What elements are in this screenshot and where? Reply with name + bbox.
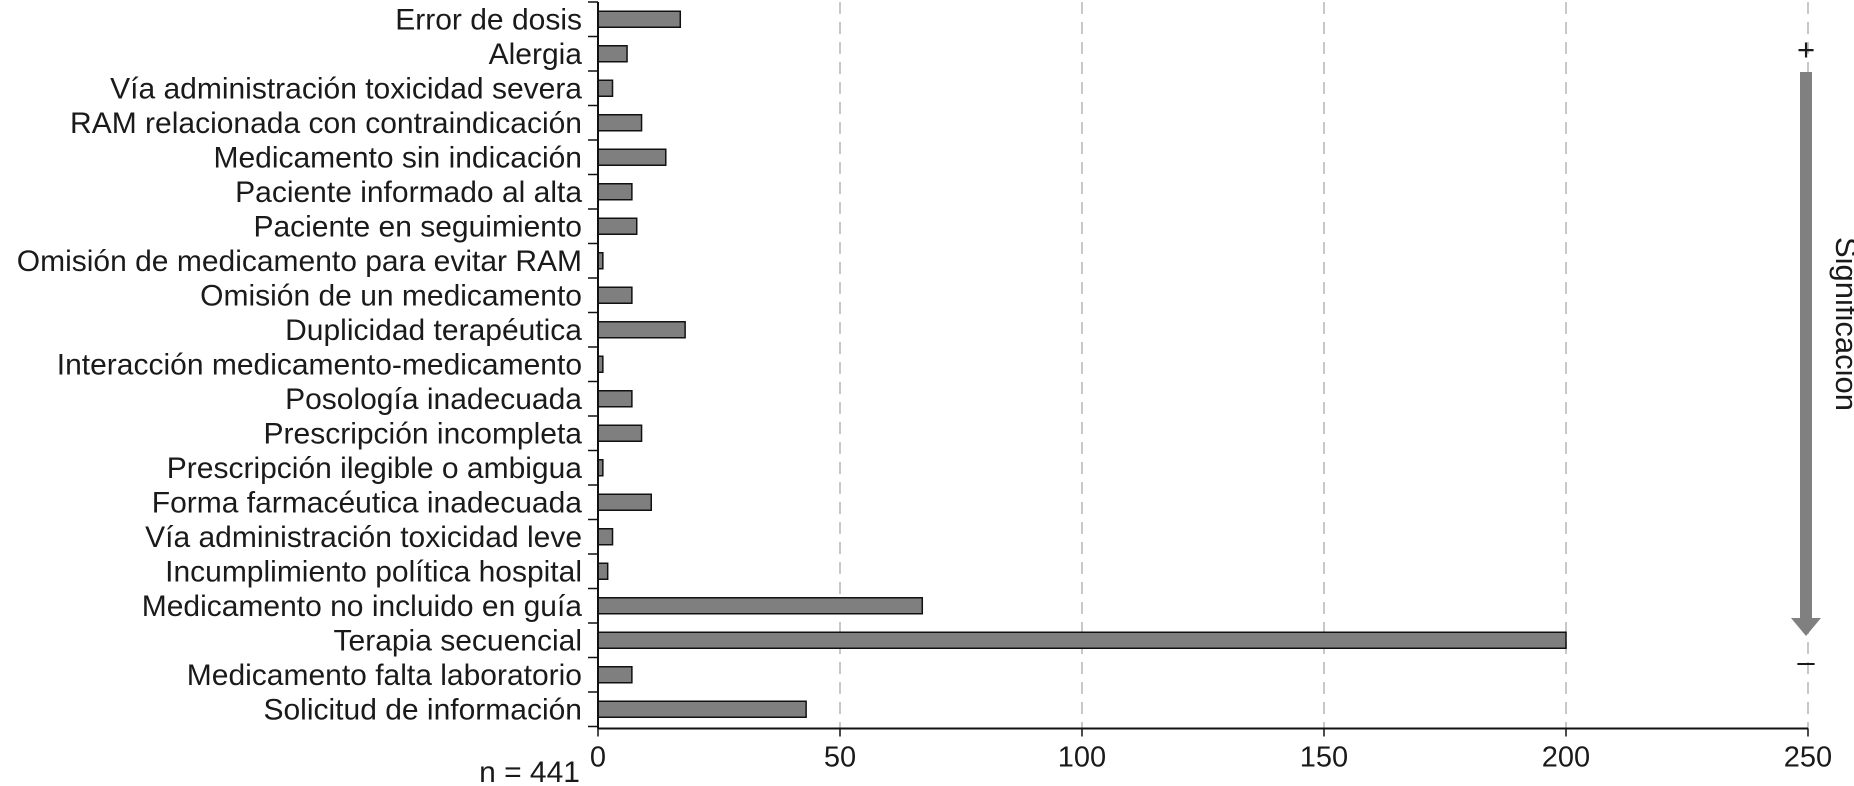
bar — [597, 114, 643, 132]
category-label: Omisión de medicamento para evitar RAM — [17, 245, 582, 278]
category-label: Duplicidad terapéutica — [285, 314, 582, 347]
x-tick-label: 150 — [1300, 742, 1348, 774]
category-label: Incumplimiento política hospital — [165, 555, 582, 588]
category-label: Paciente informado al alta — [235, 176, 582, 209]
category-label: Alergia — [489, 38, 583, 71]
category-label: Vía administración toxicidad leve — [145, 521, 582, 554]
bar — [597, 321, 686, 339]
bars — [597, 10, 1567, 718]
category-label: Prescripción incompleta — [264, 417, 583, 450]
bar — [597, 597, 924, 615]
x-tick-label: 100 — [1058, 742, 1106, 774]
category-label: Terapia secuencial — [334, 624, 582, 657]
x-tick-labels: 0 50 100 150 200 250 — [590, 742, 1832, 774]
significance-arrow-shaft — [1800, 72, 1812, 620]
category-label: Paciente en seguimiento — [253, 210, 582, 243]
bar — [597, 493, 652, 511]
bar — [597, 79, 614, 97]
significance-indicator: + – Significación — [1791, 32, 1854, 679]
x-tick-label: 50 — [824, 742, 856, 774]
bar — [597, 148, 667, 166]
category-label: Prescripción ilegible o ambigua — [167, 452, 583, 485]
significance-plus: + — [1797, 32, 1815, 67]
bar — [597, 286, 633, 304]
category-label: Error de dosis — [395, 3, 582, 36]
bar — [597, 183, 633, 201]
category-label: Posología inadecuada — [285, 383, 582, 416]
significance-arrow-head — [1791, 618, 1821, 636]
bar — [597, 631, 1567, 649]
category-label: Medicamento falta laboratorio — [187, 659, 582, 692]
bar — [597, 217, 638, 235]
bar — [597, 424, 643, 442]
bar — [597, 700, 807, 718]
bar — [597, 528, 614, 546]
category-label: Medicamento sin indicación — [213, 141, 582, 174]
sample-size-note: n = 441 — [479, 756, 580, 786]
category-label: Medicamento no incluido en guía — [142, 590, 583, 623]
grid-lines — [839, 2, 1809, 729]
category-label: Solicitud de información — [263, 693, 582, 726]
bar — [597, 45, 628, 63]
axes — [588, 1, 1809, 737]
significance-label: Significación — [1829, 237, 1854, 411]
category-label: Omisión de un medicamento — [200, 279, 582, 312]
bar — [597, 390, 633, 408]
category-label: Forma farmacéutica inadecuada — [152, 486, 583, 519]
x-tick-label: 0 — [590, 742, 606, 774]
category-label: Vía administración toxicidad severa — [110, 72, 582, 105]
category-label: Interacción medicamento-medicamento — [57, 348, 582, 381]
significance-minus: – — [1797, 644, 1815, 679]
x-tick-label: 200 — [1542, 742, 1590, 774]
bar — [597, 666, 633, 684]
bar — [597, 562, 609, 580]
x-tick-label: 250 — [1784, 742, 1832, 774]
category-label: RAM relacionada con contraindicación — [70, 107, 582, 140]
bar — [597, 10, 682, 28]
